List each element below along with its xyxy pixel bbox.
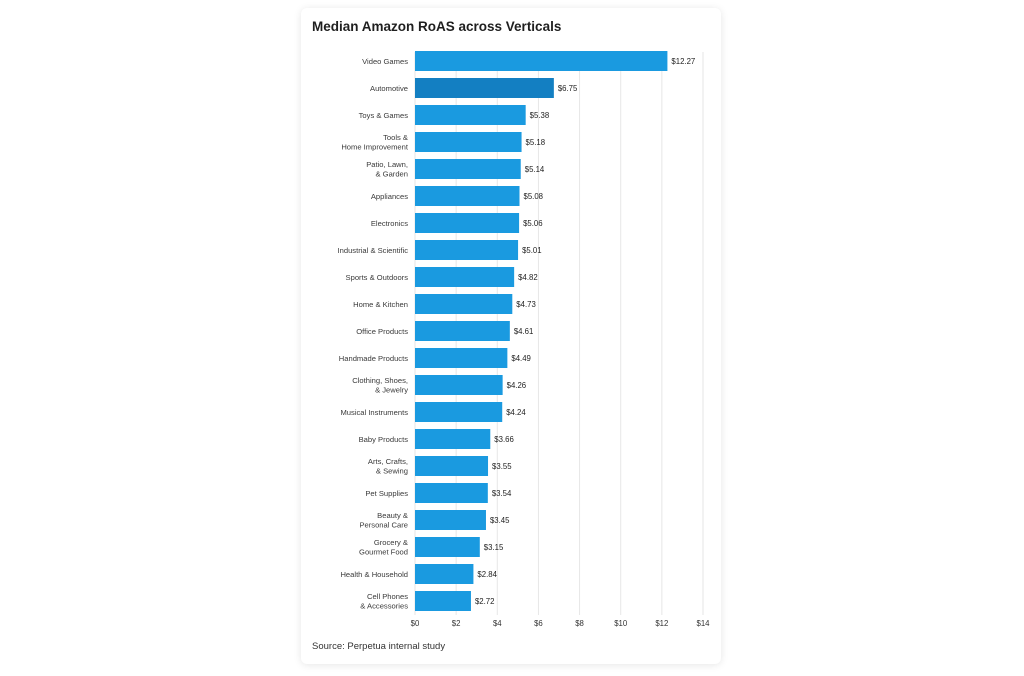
bar [415, 51, 668, 71]
value-label: $4.61 [514, 327, 534, 336]
value-label: $5.38 [530, 111, 550, 120]
x-tick-label: $0 [411, 619, 420, 628]
x-tick-label: $6 [534, 619, 543, 628]
bar [415, 348, 508, 368]
category-label: Home & Kitchen [353, 300, 408, 309]
bar [415, 294, 513, 314]
source-note: Source: Perpetua internal study [312, 641, 446, 652]
category-label: Clothing, Shoes, & Jewelry [352, 376, 408, 395]
bar [415, 402, 503, 422]
value-label: $12.27 [671, 57, 695, 66]
bar [415, 591, 471, 611]
x-axis-ticks: $0 $2 $4 $6 $8 $10 $12 $14 [411, 619, 711, 628]
bar [415, 78, 554, 98]
category-label: Beauty & Personal Care [359, 511, 408, 530]
value-label: $5.08 [524, 192, 544, 201]
category-label: Office Products [356, 327, 408, 336]
category-label: Sports & Outdoors [346, 273, 409, 282]
bar [415, 537, 480, 557]
value-label: $4.73 [516, 300, 536, 309]
bar [415, 186, 520, 206]
category-label: Musical Instruments [340, 408, 408, 417]
category-label: Grocery & Gourmet Food [359, 538, 408, 557]
bar [415, 321, 510, 341]
bar-chart: Video Games Automotive Toys & Games Tools &… [338, 51, 711, 628]
chart-title: Median Amazon RoAS across Verticals [312, 19, 562, 34]
bar [415, 105, 526, 125]
category-label: Industrial & Scientific [338, 246, 409, 255]
x-tick-label: $14 [696, 619, 710, 628]
value-labels: $12.27 $6.75 $5.38 $5.18 $5.14 $5.08 $5.06 $5.0… [475, 57, 695, 606]
bar [415, 132, 522, 152]
bar [415, 564, 474, 584]
category-label: Cell Phones & Accessories [360, 592, 408, 611]
category-label: Handmade Products [339, 354, 408, 363]
value-label: $2.84 [477, 570, 497, 579]
value-label: $4.49 [511, 354, 531, 363]
value-label: $4.82 [518, 273, 538, 282]
value-label: $3.15 [484, 543, 504, 552]
value-label: $5.06 [523, 219, 543, 228]
value-label: $3.54 [492, 489, 512, 498]
category-label: Pet Supplies [365, 489, 408, 498]
value-label: $4.26 [507, 381, 527, 390]
chart-card: Median Amazon RoAS across Verticals Vide… [301, 8, 721, 664]
value-label: $3.66 [494, 435, 514, 444]
value-label: $5.14 [525, 165, 545, 174]
value-label: $3.55 [492, 462, 512, 471]
bar [415, 375, 503, 395]
bar [415, 267, 515, 287]
bar [415, 510, 486, 530]
bar [415, 456, 489, 476]
value-label: $6.75 [558, 84, 578, 93]
bar [415, 213, 520, 233]
value-label: $3.45 [490, 516, 510, 525]
category-label: Baby Products [359, 435, 409, 444]
x-tick-label: $12 [655, 619, 668, 628]
bar [415, 429, 491, 449]
value-label: $5.01 [522, 246, 542, 255]
category-labels: Video Games Automotive Toys & Games Tools &… [338, 57, 409, 611]
value-label: $5.18 [526, 138, 546, 147]
category-label: Tools & Home Improvement [341, 133, 409, 152]
bar [415, 240, 519, 260]
category-label: Appliances [371, 192, 408, 201]
value-label: $2.72 [475, 597, 495, 606]
category-label: Video Games [362, 57, 408, 66]
category-label: Arts, Crafts, & Sewing [368, 457, 408, 476]
x-tick-label: $2 [452, 619, 461, 628]
bar [415, 483, 488, 503]
x-tick-label: $4 [493, 619, 502, 628]
category-label: Health & Household [340, 570, 408, 579]
category-label: Automotive [370, 84, 408, 93]
x-tick-label: $8 [575, 619, 584, 628]
category-label: Electronics [371, 219, 408, 228]
bar [415, 159, 521, 179]
bars [415, 51, 668, 611]
category-label: Toys & Games [359, 111, 409, 120]
x-tick-label: $10 [614, 619, 628, 628]
value-label: $4.24 [506, 408, 526, 417]
category-label: Patio, Lawn, & Garden [366, 160, 408, 179]
